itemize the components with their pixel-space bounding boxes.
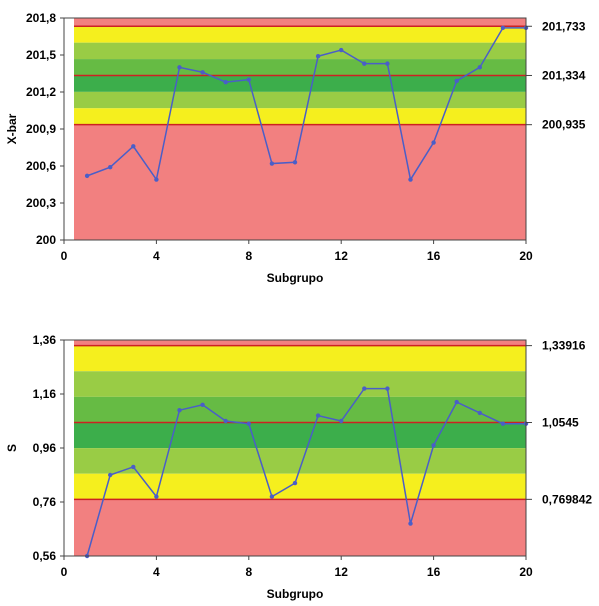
zone-upper-light-green: [74, 371, 526, 397]
x-tick-label: 20: [519, 565, 533, 579]
x-axis-label: Subgrupo: [267, 271, 324, 285]
data-point: [477, 65, 482, 70]
data-point: [385, 61, 390, 66]
s-control-chart: 0,560,760,961,161,36 0 4 8 12 16 20 1,339161,…: [5, 333, 592, 601]
data-point: [154, 177, 159, 182]
x-tick-label: 20: [519, 249, 533, 263]
x-axis-ticks: 0 4 8 12 16 20: [61, 240, 533, 263]
limit-label: 201,733: [542, 19, 586, 33]
data-point: [292, 160, 298, 165]
y-axis-ticks: 0,56 0,76 0,96 1,16 1,36: [33, 333, 64, 563]
data-point: [177, 65, 182, 70]
zone-lower-green: [74, 75, 526, 92]
y-tick-label: 200,6: [26, 159, 56, 173]
x-tick-label: 16: [427, 249, 441, 263]
data-point: [408, 521, 413, 526]
data-point: [362, 61, 367, 66]
x-tick-label: 4: [153, 565, 160, 579]
data-point: [454, 399, 459, 405]
data-point: [246, 77, 251, 82]
y-tick-label: 0,76: [33, 495, 57, 509]
zone-below-lcl: [74, 124, 526, 240]
data-point: [131, 144, 136, 149]
y-tick-label: 1,16: [33, 387, 57, 401]
limit-label: 200,935: [542, 118, 586, 132]
y-axis-label: S: [5, 444, 19, 452]
control-limit-lines: [74, 25, 526, 126]
limit-label: 201,334: [542, 68, 586, 82]
zone-above-ucl: [74, 340, 526, 346]
y-tick-label: 201,8: [26, 11, 56, 25]
data-point: [223, 79, 228, 85]
zone-lower-yellow: [74, 108, 526, 125]
data-point: [246, 421, 251, 426]
zone-upper-yellow: [74, 345, 526, 372]
y-tick-label: 200: [36, 233, 56, 247]
x-tick-label: 0: [61, 565, 68, 579]
x-tick-label: 12: [335, 249, 349, 263]
x-tick-label: 0: [61, 249, 68, 263]
data-point: [408, 177, 413, 182]
data-point: [108, 165, 113, 170]
control-zones: [74, 340, 526, 556]
data-point: [315, 54, 321, 59]
data-point: [108, 472, 113, 478]
limit-labels: 201,733 201,334 200,935: [526, 19, 586, 132]
data-point: [200, 70, 205, 75]
data-point: [177, 408, 182, 413]
x-tick-label: 8: [245, 565, 252, 579]
data-point: [131, 464, 136, 470]
zone-lower-light-green: [74, 91, 526, 109]
data-point: [477, 410, 482, 416]
control-limit-lines: [74, 344, 526, 501]
y-tick-label: 201,2: [26, 85, 56, 99]
y-tick-label: 0,56: [33, 549, 57, 563]
zone-upper-green: [74, 59, 526, 76]
data-point: [431, 140, 436, 145]
series-line: [86, 387, 526, 557]
y-axis-ticks: 200 200,3 200,6 200,9 201,2 201,5 201,8: [26, 11, 64, 247]
data-point: [339, 418, 344, 424]
data-point: [431, 443, 436, 448]
zone-lower-green: [74, 422, 526, 449]
y-tick-label: 200,9: [26, 122, 56, 136]
limit-labels: 1,33916 1,0545 0,769842: [526, 339, 592, 506]
data-point: [339, 47, 344, 53]
limit-label: 1,33916: [542, 339, 586, 353]
x-axis-ticks: 0 4 8 12 16 20: [61, 556, 533, 579]
data-point: [269, 494, 275, 499]
x-tick-label: 16: [427, 565, 441, 579]
y-tick-label: 0,96: [33, 441, 57, 455]
limit-label: 1,0545: [542, 415, 579, 429]
x-tick-label: 12: [335, 565, 349, 579]
data-point: [315, 413, 321, 418]
y-axis-label: X-bar: [5, 113, 19, 144]
control-zones: [74, 18, 526, 240]
data-point: [154, 494, 159, 499]
zone-upper-yellow: [74, 26, 526, 43]
data-point: [454, 78, 459, 84]
data-point: [223, 418, 228, 424]
y-tick-label: 201,5: [26, 48, 56, 62]
zone-upper-light-green: [74, 42, 526, 60]
zone-above-ucl: [74, 18, 526, 27]
zone-below-lcl: [74, 499, 526, 556]
data-point: [269, 161, 275, 166]
x-tick-label: 4: [153, 249, 160, 263]
data-point: [84, 173, 90, 179]
series-line: [86, 27, 526, 182]
xbar-control-chart: 200 200,3 200,6 200,9 201,2 201,5 201,8 0 4 8 12 1…: [5, 11, 586, 285]
y-tick-label: 200,3: [26, 196, 56, 210]
x-tick-label: 8: [245, 249, 252, 263]
x-axis-label: Subgrupo: [267, 587, 324, 601]
data-point: [500, 421, 506, 426]
zone-upper-green: [74, 396, 526, 423]
data-point: [385, 386, 390, 391]
data-point: [200, 402, 205, 407]
data-point: [362, 386, 367, 391]
limit-label: 0,769842: [542, 492, 592, 506]
data-point: [292, 480, 298, 486]
data-point: [500, 25, 506, 31]
y-tick-label: 1,36: [33, 333, 57, 347]
